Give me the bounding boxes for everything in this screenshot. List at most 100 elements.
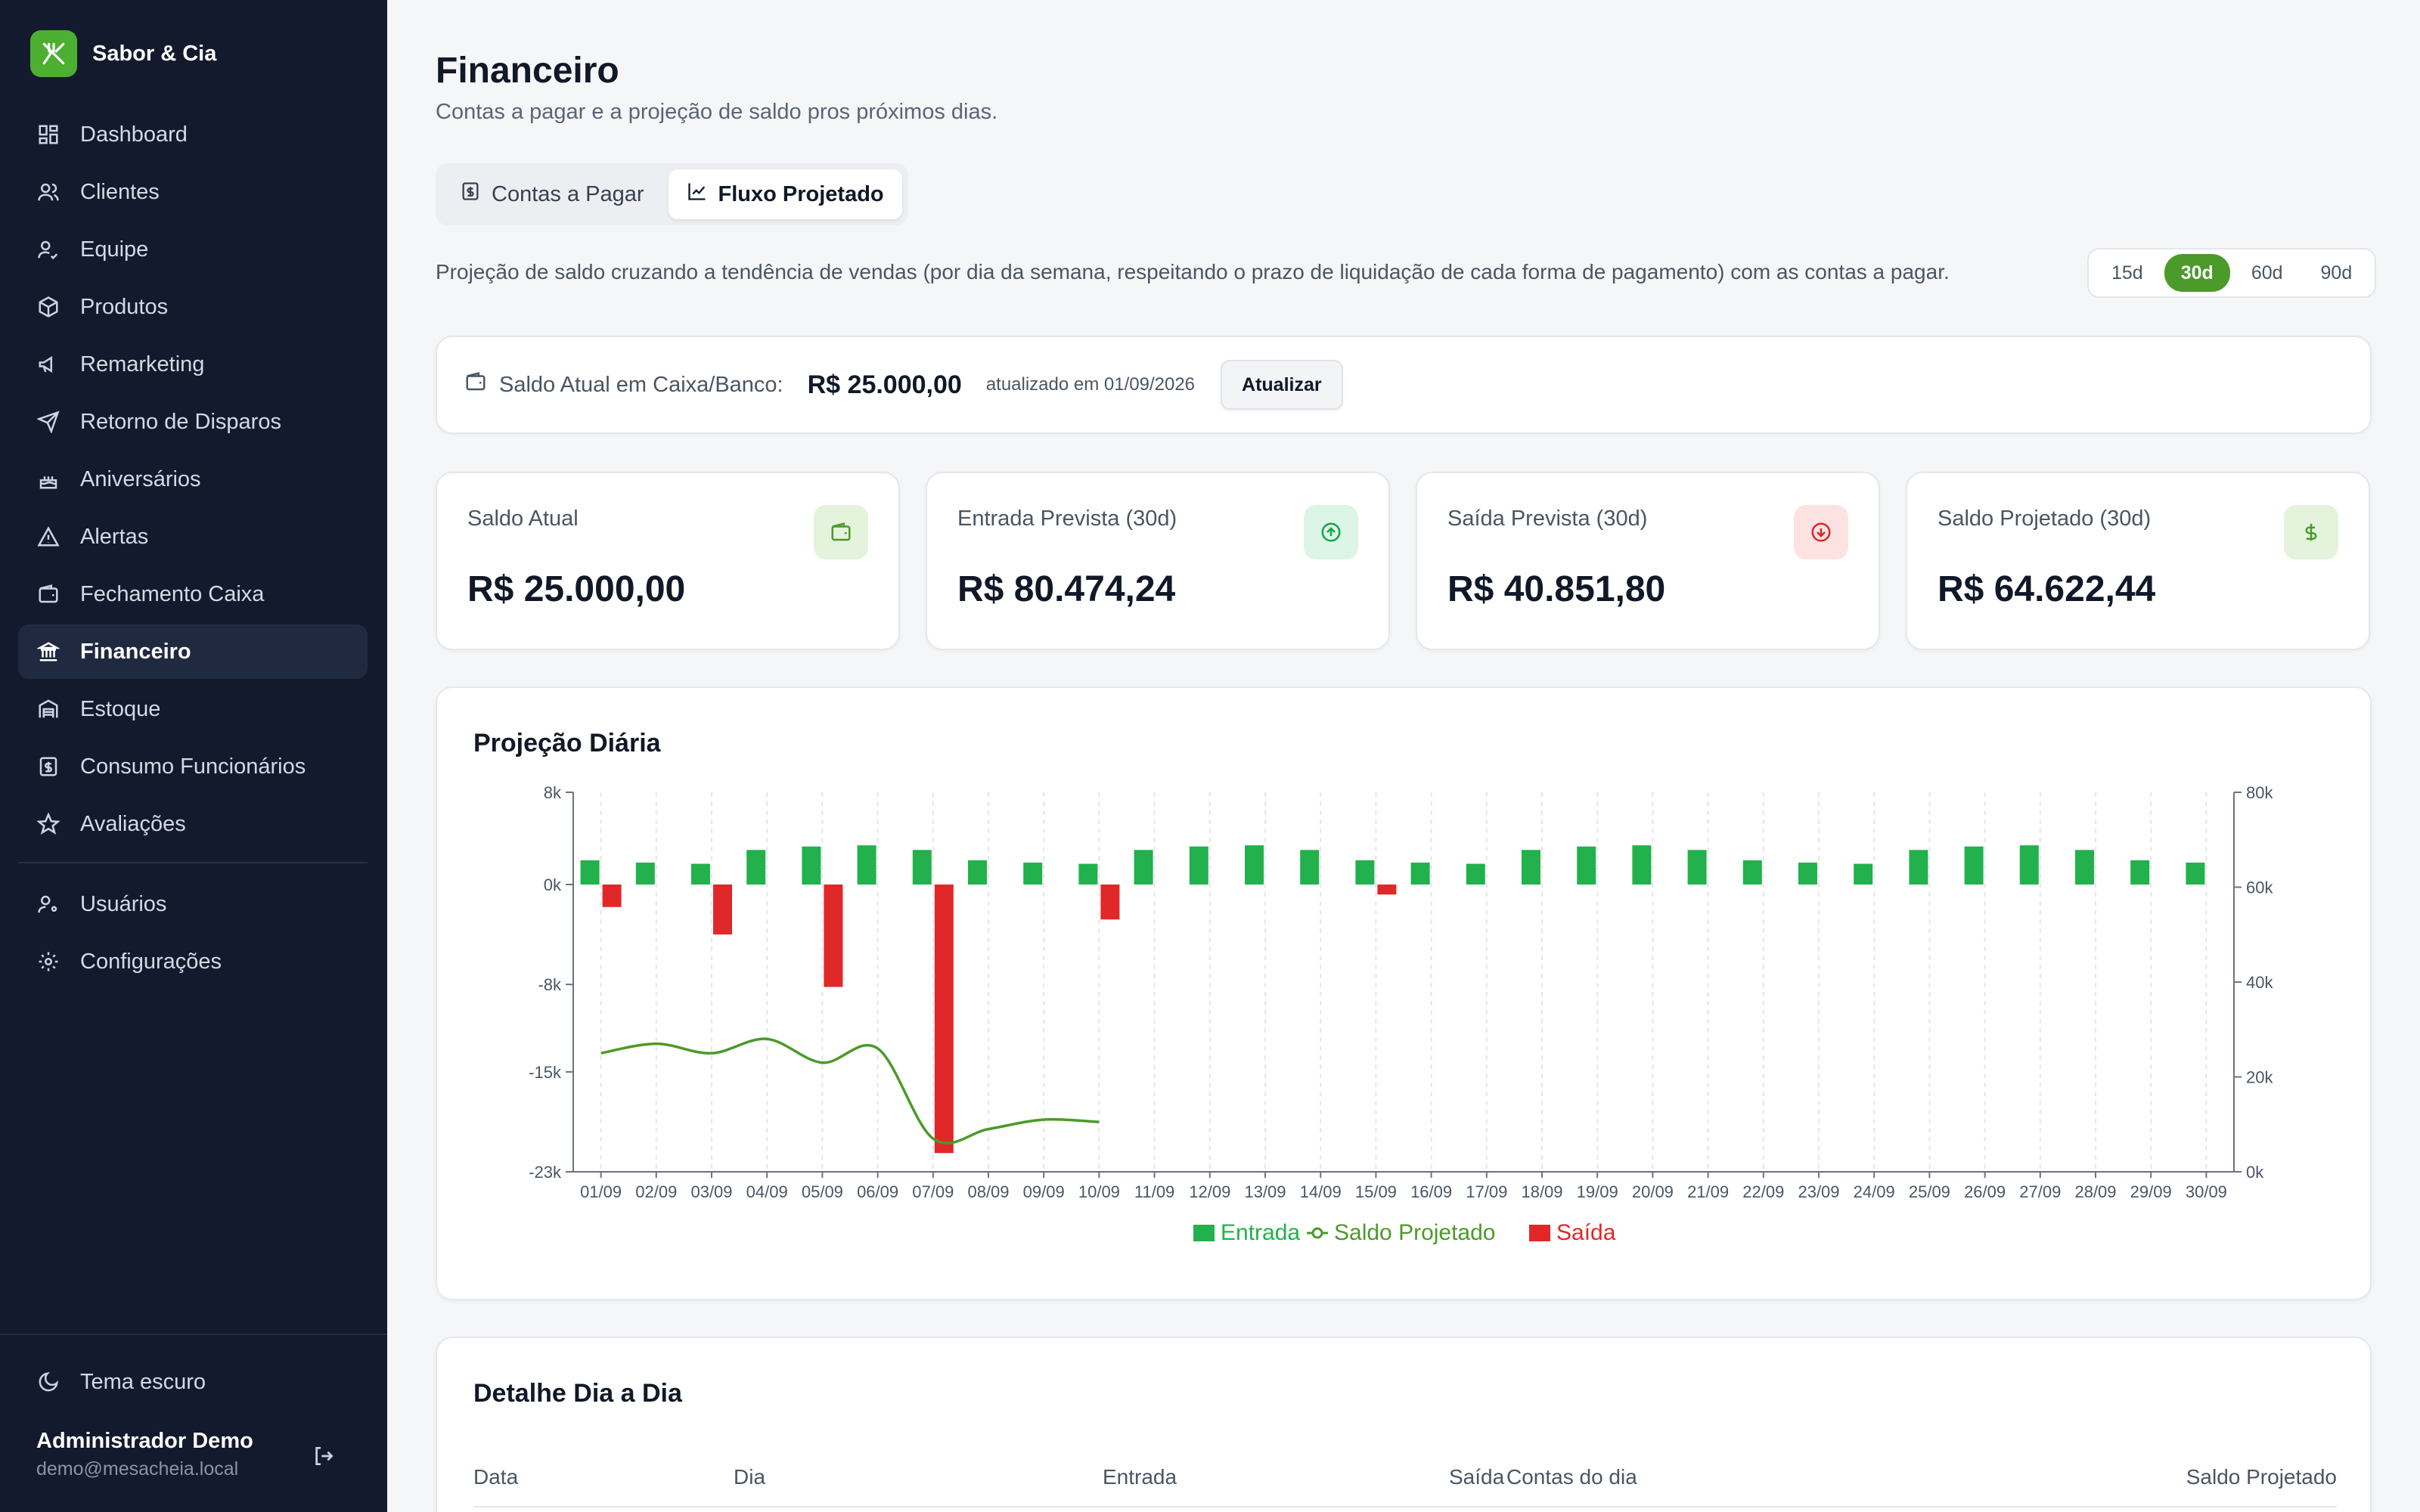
cake-icon (36, 467, 60, 491)
sidebar-item-label: Aniversários (80, 466, 201, 491)
sidebar-item-usuarios[interactable]: Usuários (18, 877, 368, 931)
entrada-bar (1909, 850, 1928, 885)
logout-icon[interactable] (309, 1441, 339, 1471)
user-name: Administrador Demo (36, 1429, 253, 1453)
entrada-bar (1355, 860, 1375, 885)
warehouse-icon (36, 697, 60, 721)
sidebar-item-alertas[interactable]: Alertas (18, 510, 368, 564)
x-tick-label: 26/09 (1964, 1182, 2006, 1201)
page-subtitle: Contas a pagar e a projeção de saldo pro… (436, 100, 998, 124)
sidebar-item-label: Remarketing (80, 352, 205, 376)
entrada-bar (857, 845, 876, 885)
column-header[interactable]: Dia (734, 1465, 766, 1489)
x-tick-label: 11/09 (1134, 1182, 1174, 1201)
package-icon (36, 295, 60, 319)
sidebar-item-configuracoes[interactable]: Configurações (18, 934, 368, 989)
sidebar-item-label: Configurações (80, 949, 222, 974)
entrada-bar (1245, 845, 1264, 885)
x-tick-label: 22/09 (1742, 1182, 1784, 1201)
tab-contas-a-pagar[interactable]: Contas a Pagar (442, 169, 662, 219)
entrada-bar (1742, 860, 1762, 885)
sidebar-item-clientes[interactable]: Clientes (18, 165, 368, 219)
legend-saida-swatch (1529, 1225, 1550, 1241)
stat-value: R$ 40.851,80 (1447, 569, 1666, 609)
column-header[interactable]: Data (473, 1465, 519, 1489)
left-tick-label: -15k (529, 1063, 562, 1082)
table-header: Data Dia Entrada Saída Contas do dia Sal… (473, 1455, 2337, 1507)
sidebar-item-remarketing[interactable]: Remarketing (18, 337, 368, 392)
column-header[interactable]: Saída (1449, 1465, 1505, 1489)
line-chart-icon (687, 181, 708, 208)
stat-value: R$ 64.622,44 (1938, 569, 2156, 609)
tab-label: Fluxo Projetado (718, 181, 884, 206)
entrada-bar (746, 850, 766, 885)
x-tick-label: 25/09 (1909, 1182, 1950, 1201)
x-tick-label: 17/09 (1466, 1182, 1507, 1201)
left-tick-label: 8k (544, 783, 562, 802)
range-15d-button[interactable]: 15d (2111, 262, 2143, 284)
projection-description: Projeção de saldo cruzando a tendência d… (436, 260, 1950, 284)
stat-label: Saída Prevista (30d) (1447, 507, 1648, 531)
column-header[interactable]: Saldo Projetado (2186, 1465, 2337, 1489)
saldo-atual-bar: Saldo Atual em Caixa/Banco: R$ 25.000,00… (436, 336, 2372, 434)
sidebar-item-dashboard[interactable]: Dashboard (18, 107, 368, 162)
sidebar-item-label: Alertas (80, 524, 149, 549)
entrada-bar (1410, 863, 1430, 885)
column-header[interactable]: Entrada (1103, 1465, 1177, 1489)
entrada-bar (912, 850, 932, 885)
stat-card-saldo-projetado: Saldo Projetado (30d) R$ 64.622,44 (1906, 472, 2370, 650)
sidebar-item-label: Consumo Funcionários (80, 754, 306, 779)
theme-toggle[interactable]: Tema escuro (18, 1356, 368, 1408)
sidebar-item-produtos[interactable]: Produtos (18, 280, 368, 334)
sidebar-item-avaliacoes[interactable]: Avaliações (18, 797, 368, 851)
legend-entrada-swatch (1193, 1225, 1215, 1241)
entrada-bar (968, 860, 987, 885)
sidebar-item-equipe[interactable]: Equipe (18, 222, 368, 277)
saida-bar (1377, 885, 1397, 895)
sidebar-item-label: Usuários (80, 891, 167, 916)
saldo-label-group: Saldo Atual em Caixa/Banco: (464, 370, 783, 399)
atualizar-button[interactable]: Atualizar (1221, 360, 1343, 410)
sidebar-item-fechamento-caixa[interactable]: Fechamento Caixa (18, 567, 368, 621)
x-tick-label: 12/09 (1189, 1182, 1230, 1201)
stat-label: Saldo Projetado (30d) (1938, 507, 2152, 531)
entrada-bar (2186, 863, 2205, 885)
brand-name: Sabor & Cia (92, 41, 217, 66)
entrada-bar (1798, 863, 1817, 885)
stat-card-saldo-atual: Saldo Atual R$ 25.000,00 (436, 472, 900, 650)
range-90d-button[interactable]: 90d (2320, 262, 2353, 284)
wallet-icon (464, 370, 487, 399)
entrada-bar (2075, 850, 2094, 885)
range-30d-button[interactable]: 30d (2164, 254, 2230, 292)
tab-fluxo-projetado[interactable]: Fluxo Projetado (668, 169, 902, 219)
entrada-bar (1854, 863, 1873, 885)
x-tick-label: 08/09 (967, 1182, 1009, 1201)
sidebar-item-retorno-disparos[interactable]: Retorno de Disparos (18, 395, 368, 449)
x-tick-label: 15/09 (1355, 1182, 1397, 1201)
moon-icon (36, 1370, 60, 1394)
sidebar-item-estoque[interactable]: Estoque (18, 682, 368, 736)
column-header[interactable]: Contas do dia (1506, 1465, 1637, 1489)
dollar-doc-icon (460, 181, 481, 208)
entrada-bar (1300, 850, 1320, 885)
brand[interactable]: Sabor & Cia (30, 30, 216, 77)
x-tick-label: 07/09 (912, 1182, 954, 1201)
arrow-up-circle-icon (1304, 505, 1358, 559)
left-tick-label: -8k (538, 975, 562, 994)
entrada-bar (1466, 863, 1485, 885)
range-60d-button[interactable]: 60d (2251, 262, 2283, 284)
chart-card: Projeção Diária 8k 0k -8k -15k -23k 80k 60k 40k… (436, 686, 2372, 1300)
tab-bar: Contas a Pagar Fluxo Projetado (436, 163, 908, 225)
saldo-label: Saldo Atual em Caixa/Banco: (499, 372, 783, 397)
nav-divider (18, 862, 368, 863)
megaphone-icon (36, 352, 60, 376)
entrada-bar (1964, 846, 1984, 885)
stat-card-saida-prevista: Saída Prevista (30d) R$ 40.851,80 (1416, 472, 1880, 650)
right-tick-label: 60k (2246, 878, 2273, 897)
star-icon (36, 812, 60, 836)
x-tick-label: 30/09 (2186, 1182, 2227, 1201)
sidebar-item-financeiro[interactable]: Financeiro (18, 624, 368, 679)
sidebar-item-aniversarios[interactable]: Aniversários (18, 452, 368, 507)
range-selector: 15d 30d 60d 90d (2087, 248, 2377, 298)
sidebar-item-consumo-funcionarios[interactable]: Consumo Funcionários (18, 739, 368, 794)
